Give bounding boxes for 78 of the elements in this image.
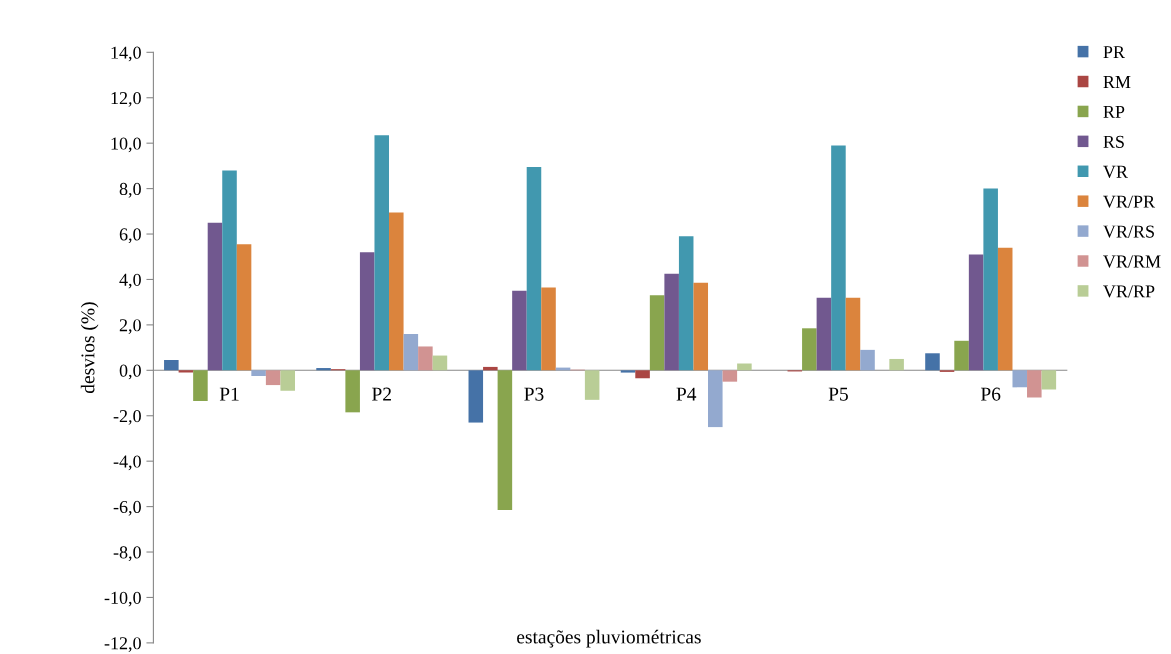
bar — [403, 333, 419, 371]
bar — [483, 366, 498, 371]
bar — [635, 370, 650, 379]
y-tick-label: 12,0 — [111, 92, 141, 107]
bar — [251, 370, 266, 376]
bar — [468, 370, 484, 423]
bar — [816, 297, 832, 371]
legend-label: VR — [1103, 165, 1128, 178]
bar — [649, 295, 665, 371]
bar — [925, 353, 940, 371]
bar — [265, 370, 281, 386]
y-tick-label: 4,0 — [119, 273, 141, 289]
bar — [1041, 370, 1057, 390]
y-tick-label: -10,0 — [104, 591, 141, 607]
y-tick-label: -4,0 — [113, 455, 141, 471]
legend-label: VR/RP — [1103, 285, 1155, 298]
y-axis-title: desvios (%) — [80, 302, 99, 394]
bar — [316, 368, 331, 371]
x-axis-title: estações pluviométricas — [517, 629, 701, 648]
bar — [418, 346, 433, 371]
bar — [693, 282, 709, 371]
bar — [432, 355, 448, 371]
bar — [678, 236, 694, 371]
bar — [207, 222, 223, 371]
bar — [802, 328, 817, 371]
y-tick-label: -6,0 — [113, 500, 141, 516]
bar — [584, 370, 600, 400]
x-tick-label: P3 — [524, 387, 544, 401]
legend-label: VR/RM — [1103, 255, 1161, 268]
x-tick-label: P5 — [828, 387, 848, 401]
bar — [497, 370, 513, 511]
legend-label: RM — [1103, 76, 1131, 88]
bar — [889, 358, 904, 371]
legend-label: RP — [1103, 105, 1125, 118]
y-tick-label: -8,0 — [113, 546, 141, 562]
x-tick-label: P1 — [219, 387, 239, 401]
y-tick-label: 10,0 — [111, 137, 141, 153]
legend-label: RS — [1103, 135, 1124, 148]
bar — [280, 370, 295, 391]
bar — [997, 247, 1013, 371]
x-tick-label: P6 — [980, 387, 1001, 401]
y-tick-label: 0,0 — [119, 364, 141, 380]
bar — [954, 340, 969, 371]
y-tick-label: -2,0 — [113, 410, 141, 425]
bar — [345, 370, 360, 413]
bar — [620, 370, 636, 373]
x-tick-label: P4 — [676, 387, 697, 401]
bar — [664, 273, 679, 371]
bar — [374, 135, 390, 371]
bar — [164, 360, 179, 371]
legend-label: VR/RS — [1103, 225, 1154, 238]
bar — [1027, 370, 1042, 398]
y-tick-label: 6,0 — [119, 228, 141, 244]
bar — [1012, 370, 1028, 388]
bar — [968, 254, 984, 371]
y-tick-label: -12,0 — [104, 637, 141, 652]
bar — [193, 370, 208, 401]
x-tick-label: P2 — [372, 387, 391, 401]
bar — [526, 167, 542, 371]
bar — [359, 252, 375, 371]
bar — [737, 363, 752, 371]
bar — [512, 290, 527, 371]
bar — [708, 370, 723, 428]
bar — [831, 145, 846, 371]
bar — [389, 212, 404, 371]
bar — [222, 170, 237, 371]
bar — [845, 297, 861, 371]
bar — [236, 244, 252, 371]
bar — [178, 370, 194, 373]
bar — [722, 370, 738, 382]
y-tick-label: 2,0 — [119, 319, 141, 334]
bar — [983, 188, 998, 371]
legend-label: PR — [1103, 46, 1125, 58]
legend-label: VR/PR — [1103, 195, 1156, 208]
bar — [541, 287, 556, 371]
y-tick-label: 8,0 — [119, 182, 141, 198]
bar — [860, 349, 875, 371]
y-tick-label: 14,0 — [111, 46, 141, 62]
